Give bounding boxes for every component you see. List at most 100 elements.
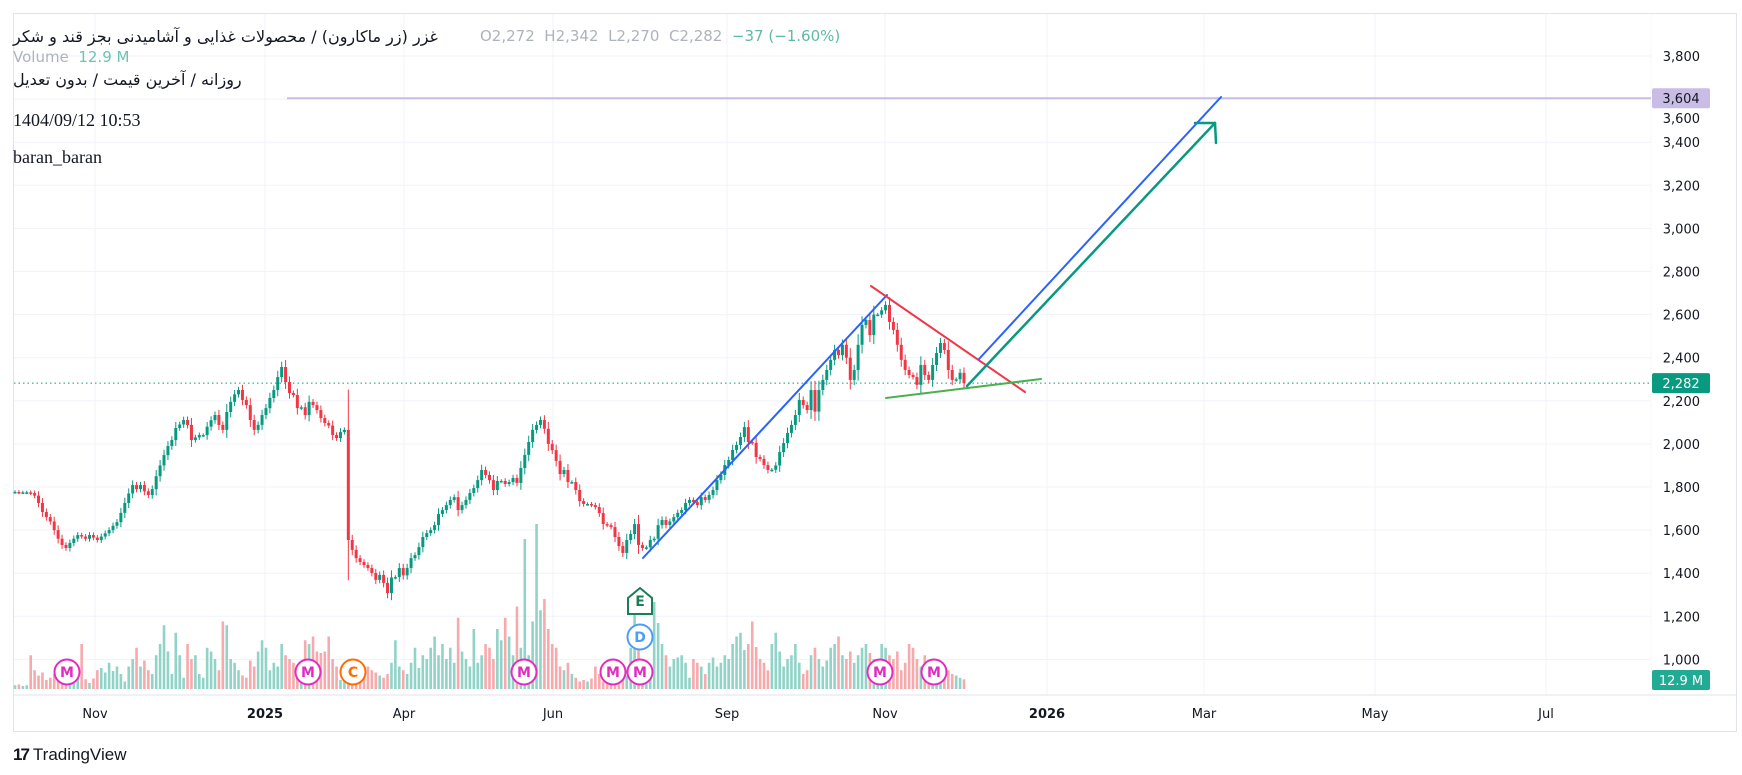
- x-tick-label: Nov: [82, 707, 108, 722]
- candle: [233, 389, 237, 407]
- volume-bar: [801, 674, 805, 689]
- volume-bar: [237, 670, 240, 689]
- candle: [711, 486, 715, 499]
- event-label: M: [633, 665, 647, 681]
- candle: [13, 490, 17, 494]
- candle: [84, 534, 88, 542]
- event-marker-m-icon[interactable]: M: [294, 658, 322, 686]
- candle-body: [680, 510, 684, 513]
- candle-body: [374, 572, 378, 580]
- ohlc-open: O2,272: [480, 27, 535, 45]
- volume-bar: [919, 666, 923, 689]
- candle: [566, 464, 570, 488]
- volume-bar: [574, 677, 578, 689]
- volume-bar: [543, 599, 546, 689]
- candle: [919, 356, 923, 394]
- candle-body: [664, 519, 668, 525]
- candle-body: [633, 524, 637, 534]
- volume-bar: [664, 655, 668, 689]
- candle: [303, 402, 307, 420]
- volume-bar: [76, 675, 80, 689]
- event-marker-m-icon[interactable]: M: [866, 658, 894, 686]
- candle-body: [938, 343, 942, 353]
- candle-body: [503, 480, 507, 484]
- candle-body: [687, 499, 691, 503]
- volume-bar: [111, 671, 115, 689]
- candle-body: [789, 424, 793, 433]
- y-tick-label: 2,000: [1663, 438, 1700, 453]
- y-tick-label: 2,600: [1663, 309, 1700, 324]
- candle: [464, 496, 468, 509]
- chart-frame: [13, 13, 1737, 732]
- candle-body: [233, 394, 237, 402]
- candle: [205, 421, 209, 440]
- x-tick-label: May: [1362, 707, 1389, 722]
- candle: [833, 344, 837, 366]
- volume-bar: [578, 681, 581, 689]
- candle: [848, 348, 852, 390]
- event-marker-m-icon[interactable]: M: [626, 658, 654, 686]
- event-marker-c-icon[interactable]: C: [339, 658, 367, 686]
- candle: [770, 467, 774, 472]
- candle-body: [40, 502, 44, 512]
- candle: [872, 305, 876, 344]
- candle-body: [205, 426, 209, 436]
- candle-body: [911, 374, 915, 378]
- event-shape: [599, 658, 627, 686]
- candle: [154, 469, 158, 496]
- volume-bar: [150, 674, 154, 689]
- candle-body: [535, 424, 539, 430]
- volume-bar: [33, 670, 36, 689]
- candle-body: [468, 493, 472, 500]
- volume-bar: [790, 655, 793, 689]
- candle: [809, 381, 813, 419]
- volume-bar: [21, 686, 25, 689]
- candle: [193, 434, 197, 443]
- event-marker-e-icon[interactable]: E: [627, 586, 653, 615]
- candle-body: [609, 525, 613, 528]
- candle: [923, 359, 927, 381]
- event-marker-m-icon[interactable]: M: [53, 658, 81, 686]
- candle-body: [95, 537, 99, 541]
- candle-body: [142, 485, 146, 492]
- candle-body: [684, 502, 688, 511]
- candle: [786, 427, 790, 449]
- candle: [550, 439, 554, 455]
- candle: [758, 454, 762, 462]
- volume-bar: [903, 662, 907, 689]
- candle: [664, 516, 668, 529]
- candle-body: [295, 394, 299, 409]
- volume-bar: [264, 647, 268, 689]
- candle-body: [597, 507, 601, 514]
- candle-body: [762, 458, 766, 466]
- volume-bar: [143, 660, 146, 689]
- volume-bar: [496, 629, 499, 689]
- candle-body: [742, 427, 746, 438]
- candle-body: [291, 393, 295, 395]
- candle-body: [311, 401, 315, 406]
- candle-body: [154, 476, 158, 490]
- last-price-label: 2,282: [1662, 377, 1699, 392]
- candle-body: [60, 538, 64, 545]
- volume-bar: [739, 632, 742, 689]
- candle: [935, 347, 939, 371]
- tradingview-logo[interactable]: 17 TradingView: [13, 745, 126, 765]
- candle: [582, 498, 586, 507]
- volume-bar: [417, 668, 421, 689]
- candle: [33, 490, 37, 499]
- event-marker-m-icon[interactable]: M: [510, 658, 538, 686]
- candle-body: [829, 359, 833, 370]
- candle: [146, 488, 150, 498]
- candle-body: [531, 429, 535, 442]
- candle-body: [327, 422, 331, 426]
- candle-body: [672, 517, 676, 522]
- candle: [393, 575, 397, 580]
- event-marker-m-icon[interactable]: M: [920, 658, 948, 686]
- event-marker-d-icon[interactable]: D: [626, 623, 654, 651]
- volume-bar: [198, 674, 201, 689]
- candle: [570, 480, 574, 484]
- volume-bar: [174, 632, 178, 689]
- event-marker-m-icon[interactable]: M: [599, 658, 627, 686]
- last-volume-label-box: [1652, 670, 1710, 690]
